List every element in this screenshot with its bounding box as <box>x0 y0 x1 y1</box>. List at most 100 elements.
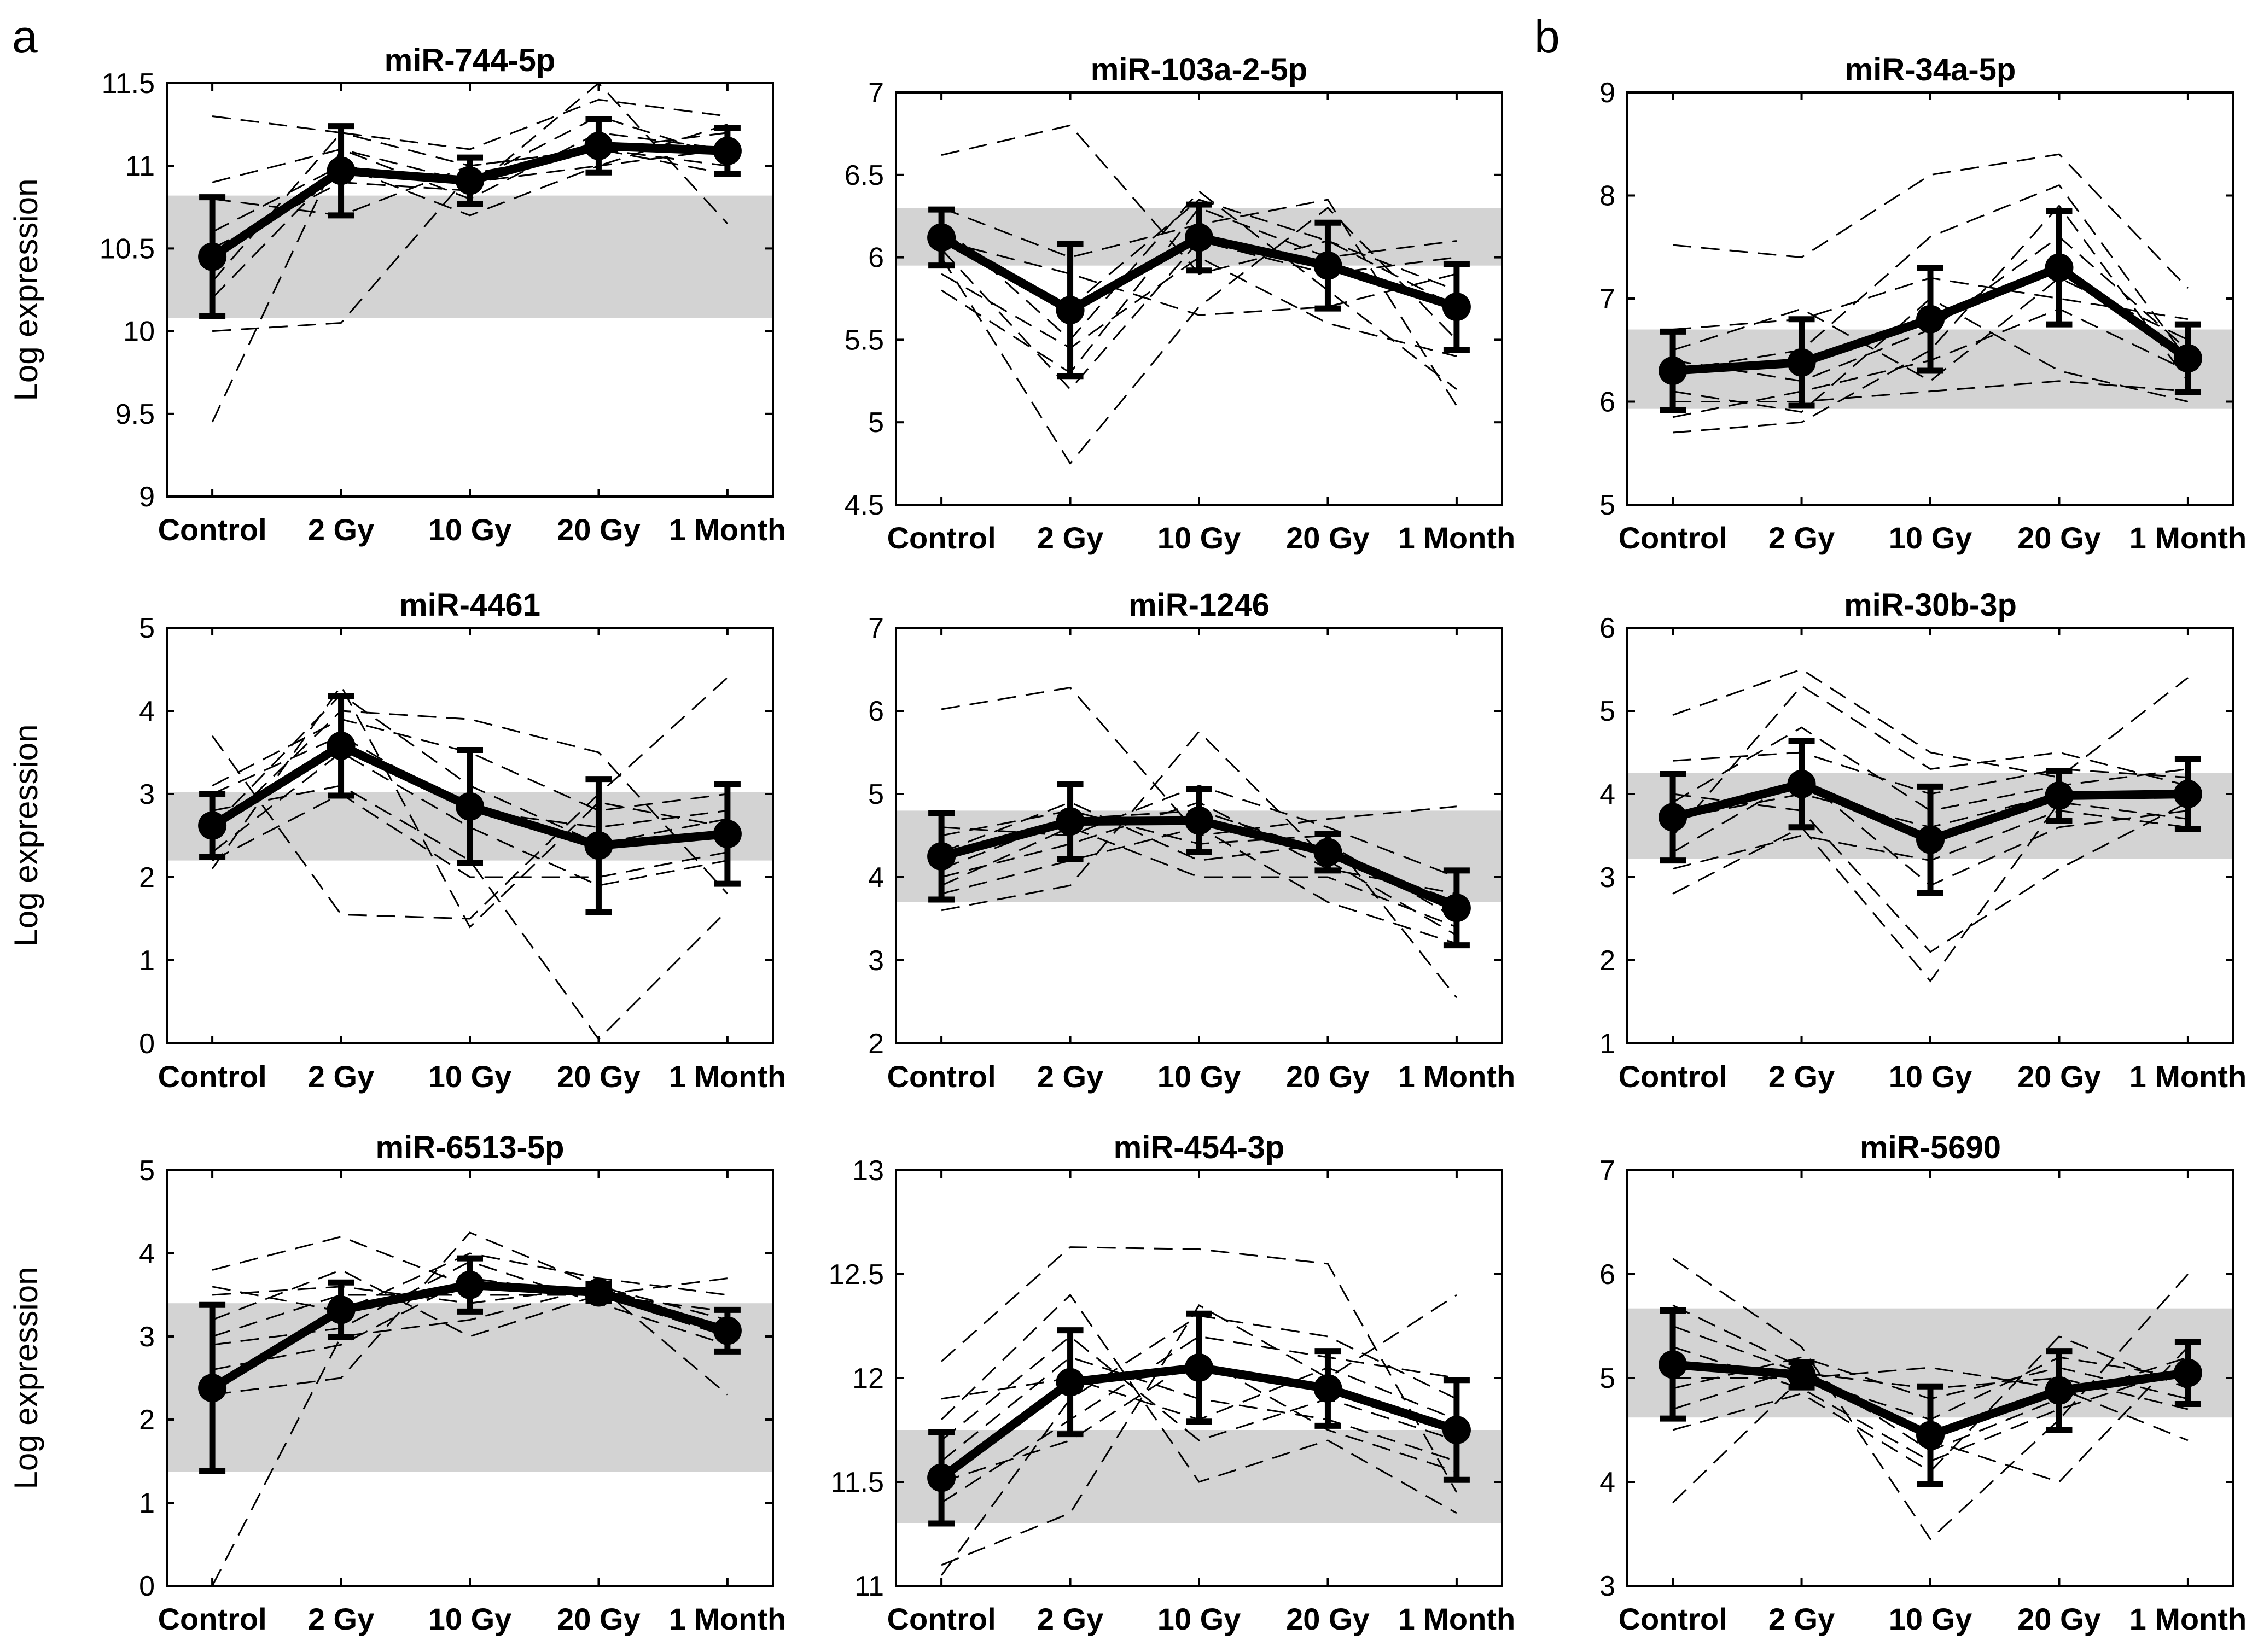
sample-trace-1 <box>941 1294 1457 1566</box>
sample-trace-7 <box>941 826 1457 928</box>
sample-trace-0 <box>1672 1258 2189 1540</box>
ytick-label-2: 2 <box>139 1404 155 1436</box>
chart-panel-8: 3 4 5 6 7 Control 2 Gy 10 Gy 20 Gy 1 Month miR-569… <box>1599 1130 2247 1636</box>
y-axis-label: Log expression <box>8 725 44 947</box>
ytick-label-2: 2 <box>139 862 155 894</box>
xtick-label-0: Control <box>1619 521 1727 555</box>
xtick-label-0: Control <box>887 1602 996 1636</box>
ytick-label-2: 12 <box>852 1363 884 1394</box>
ytick-label-1: 1 <box>139 945 155 977</box>
control-range-band <box>896 1430 1502 1523</box>
mean-point-4 <box>713 819 742 848</box>
mean-point-4 <box>2173 344 2202 373</box>
y-axis-label: Log expression <box>8 1267 44 1490</box>
ytick-label-3: 10.5 <box>100 233 155 265</box>
chart-panel-3: 0 1 2 3 4 5 Control 2 Gy 10 Gy 20 Gy 1 Month miR-44… <box>8 587 786 1094</box>
chart-panel-0: 9 9.5 10 10.5 11 11.5 Control 2 Gy 10 Gy 20 Gy 1 M… <box>8 43 786 547</box>
ytick-label-5: 7 <box>868 612 884 644</box>
xtick-label-4: 1 Month <box>1398 1059 1516 1094</box>
mean-point-4 <box>1442 1416 1471 1444</box>
xtick-label-0: Control <box>158 1602 267 1636</box>
sample-trace-3 <box>1673 380 2189 402</box>
xtick-label-2: 10 Gy <box>1157 1059 1241 1094</box>
xtick-label-3: 20 Gy <box>2017 1059 2101 1094</box>
chart-panel-5: 1 2 3 4 5 6 Control 2 Gy 10 Gy 20 Gy 1 Month miR-30… <box>1599 587 2247 1094</box>
sample-trace-6 <box>941 256 1457 358</box>
ytick-label-5: 6 <box>1599 612 1615 644</box>
mean-point-2 <box>456 166 484 195</box>
sample-trace-2 <box>1672 685 2189 836</box>
mean-point-0 <box>198 242 227 271</box>
ytick-label-5: 5 <box>139 1155 155 1187</box>
sample-trace-3 <box>941 1335 1457 1504</box>
xtick-label-3: 20 Gy <box>557 512 641 547</box>
mean-point-4 <box>1442 894 1471 923</box>
xtick-label-2: 10 Gy <box>428 512 512 547</box>
ytick-label-4: 9 <box>1599 77 1615 109</box>
ytick-label-3: 4 <box>1599 779 1615 810</box>
mean-point-4 <box>2173 780 2202 808</box>
mean-point-3 <box>2045 781 2074 810</box>
mean-point-1 <box>1056 1368 1085 1397</box>
panel-letter-b: b <box>1534 11 1560 62</box>
mean-point-3 <box>584 1278 613 1307</box>
mean-point-4 <box>2173 1358 2202 1387</box>
xtick-label-0: Control <box>887 1059 996 1094</box>
sample-trace-0 <box>941 124 1457 291</box>
xtick-label-2: 10 Gy <box>1157 521 1241 555</box>
xtick-label-1: 2 Gy <box>1768 521 1835 555</box>
xtick-label-3: 20 Gy <box>1286 1602 1370 1636</box>
mean-point-3 <box>2045 253 2074 282</box>
sample-trace-1 <box>941 730 1457 936</box>
xtick-label-1: 2 Gy <box>308 512 374 547</box>
chart-title: miR-1246 <box>1128 587 1270 623</box>
mean-point-0 <box>927 223 956 252</box>
mean-point-2 <box>1185 806 1213 835</box>
sample-trace-2 <box>941 190 1457 390</box>
mean-point-2 <box>456 1270 484 1299</box>
mean-point-2 <box>1916 305 1945 334</box>
ytick-label-3: 6 <box>868 242 884 274</box>
xtick-label-3: 20 Gy <box>1286 1059 1370 1094</box>
ytick-label-2: 3 <box>1599 862 1615 894</box>
xtick-label-0: Control <box>887 521 996 555</box>
mean-point-0 <box>1659 803 1687 832</box>
xtick-label-2: 10 Gy <box>1889 1602 1972 1636</box>
xtick-label-1: 2 Gy <box>1037 521 1103 555</box>
sample-trace-2 <box>941 1293 1457 1514</box>
ytick-label-0: 0 <box>139 1028 155 1060</box>
xtick-label-2: 10 Gy <box>1889 521 1972 555</box>
ytick-label-0: 2 <box>868 1028 884 1060</box>
xtick-label-0: Control <box>1619 1059 1727 1094</box>
xtick-label-4: 1 Month <box>669 1059 787 1094</box>
mean-point-3 <box>2045 1376 2074 1405</box>
ytick-label-0: 11 <box>854 1571 884 1602</box>
sample-trace-3 <box>1672 793 2189 953</box>
ytick-label-5: 11.5 <box>102 68 155 100</box>
mean-point-1 <box>1787 1361 1816 1390</box>
sample-trace-8 <box>211 98 728 282</box>
xtick-label-3: 20 Gy <box>557 1059 641 1094</box>
xtick-label-2: 10 Gy <box>1157 1602 1241 1636</box>
ytick-label-4: 5 <box>1599 696 1615 727</box>
panel-letter-a: a <box>12 11 38 62</box>
sample-trace-7 <box>212 1252 728 1312</box>
ytick-label-5: 5 <box>139 612 155 644</box>
mean-point-1 <box>327 1295 356 1324</box>
xtick-label-2: 10 Gy <box>428 1602 512 1636</box>
ytick-label-1: 3 <box>868 945 884 977</box>
xtick-label-4: 1 Month <box>669 512 787 547</box>
xtick-label-1: 2 Gy <box>308 1602 374 1636</box>
ytick-label-1: 11.5 <box>831 1467 884 1498</box>
ytick-label-4: 11 <box>125 150 155 182</box>
mean-point-1 <box>1787 348 1816 377</box>
ytick-label-2: 4 <box>868 862 884 894</box>
mean-point-3 <box>1313 251 1342 280</box>
ytick-label-4: 4 <box>139 1238 155 1270</box>
chart-title: miR-5690 <box>1860 1130 2001 1165</box>
sample-trace-1 <box>1672 1367 2189 1504</box>
xtick-label-2: 10 Gy <box>1889 1059 1972 1094</box>
mean-point-0 <box>198 1374 227 1403</box>
ytick-label-3: 12.5 <box>829 1259 884 1291</box>
ytick-label-0: 1 <box>1599 1028 1615 1060</box>
